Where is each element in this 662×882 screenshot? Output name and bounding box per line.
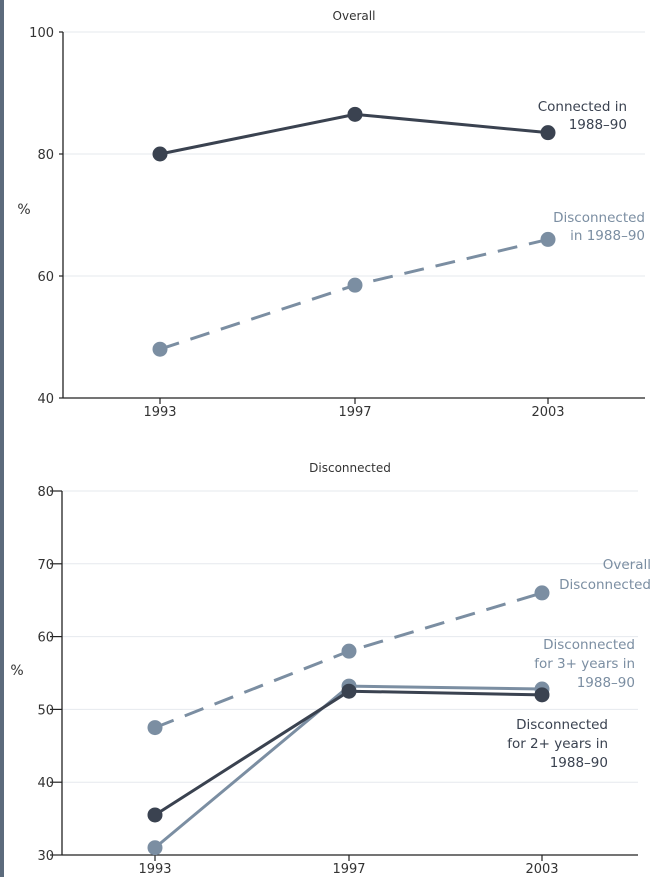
chart-1-y-tick-label-60: 60: [37, 270, 54, 285]
left-border-rule: [0, 0, 4, 877]
chart-1-y-tick-label-40: 40: [37, 392, 54, 407]
chart-1-series-1-point-1993: [153, 147, 168, 162]
chart-1-title: Overall: [333, 9, 376, 23]
chart-1-y-label: %: [17, 202, 30, 218]
chart-2-series-2-point-1993: [148, 840, 163, 855]
chart-1-series-2-label: Disconnected in 1988–90: [553, 210, 645, 244]
chart-2-series-3-label-line-3: 1988–90: [550, 755, 608, 771]
chart-2-series-1-label-line-2: Disconnected: [559, 577, 651, 593]
chart-2-series-1-point-1993: [148, 720, 163, 735]
chart-1-series-2-point-1993: [153, 342, 168, 357]
chart-1-series-2-point-2003: [541, 232, 556, 247]
chart-1-series-2-point-1997: [348, 278, 363, 293]
chart-2-title: Disconnected: [309, 461, 391, 475]
chart-2-series-3-point-2003: [535, 687, 550, 702]
chart-1-series-2-label-line-2: in 1988–90: [570, 228, 645, 244]
chart-1-series-2-line: [160, 239, 548, 349]
chart-2-x-tick-label-1993: 1993: [138, 862, 171, 877]
chart-2-series-1-label: Overall Disconnected: [559, 557, 651, 593]
chart-1-y-tick-label-100: 100: [29, 26, 54, 41]
chart-2-y-tick-label-80: 80: [37, 485, 54, 500]
chart-2-y-tick-label-60: 60: [37, 631, 54, 646]
chart-1-series-2-label-line-1: Disconnected: [553, 210, 645, 226]
chart-2-y-tick-label-70: 70: [37, 558, 54, 573]
chart-2-series-2-line: [155, 686, 542, 848]
chart-2-series-1-point-2003: [535, 585, 550, 600]
chart-2-series-3-point-1997: [342, 684, 357, 699]
chart-2-series-2-label-line-3: 1988–90: [577, 675, 635, 691]
chart-1-series-1-point-1997: [348, 107, 363, 122]
chart-2-y-tick-label-30: 30: [37, 849, 54, 864]
chart-2-series-3-label-line-2: for 2+ years in: [507, 736, 608, 752]
chart-2-series-3-label: Disconnected for 2+ years in 1988–90: [507, 717, 608, 771]
chart-1-series-1-label-line-1: Connected in: [538, 99, 627, 115]
chart-2-y-tick-label-50: 50: [37, 703, 54, 718]
chart-1-series-1-label-line-2: 1988–90: [569, 117, 627, 133]
chart-2-y-tick-label-40: 40: [37, 776, 54, 791]
chart-1-x-tick-label-1997: 1997: [338, 405, 371, 420]
chart-2-x-tick-label-1997: 1997: [332, 862, 365, 877]
chart-2-series-3-point-1993: [148, 807, 163, 822]
chart-2-series-1-label-line-1: Overall: [603, 557, 651, 573]
chart-1-x-tick-label-1993: 1993: [143, 405, 176, 420]
chart-2-series-3-label-line-1: Disconnected: [516, 717, 608, 733]
chart-2-y-label: %: [10, 663, 23, 679]
chart-2-series-1-line: [155, 593, 542, 728]
chart-2-series-2-label: Disconnected for 3+ years in 1988–90: [534, 637, 635, 691]
chart-2-series-1-point-1997: [342, 644, 357, 659]
chart-1-series-1-point-2003: [541, 125, 556, 140]
chart-2-series-2-label-line-2: for 3+ years in: [534, 656, 635, 672]
chart-1-x-tick-label-2003: 2003: [531, 405, 564, 420]
chart-2-x-tick-label-2003: 2003: [525, 862, 558, 877]
chart-2-series-2-label-line-1: Disconnected: [543, 637, 635, 653]
chart-1-y-tick-label-80: 80: [37, 148, 54, 163]
